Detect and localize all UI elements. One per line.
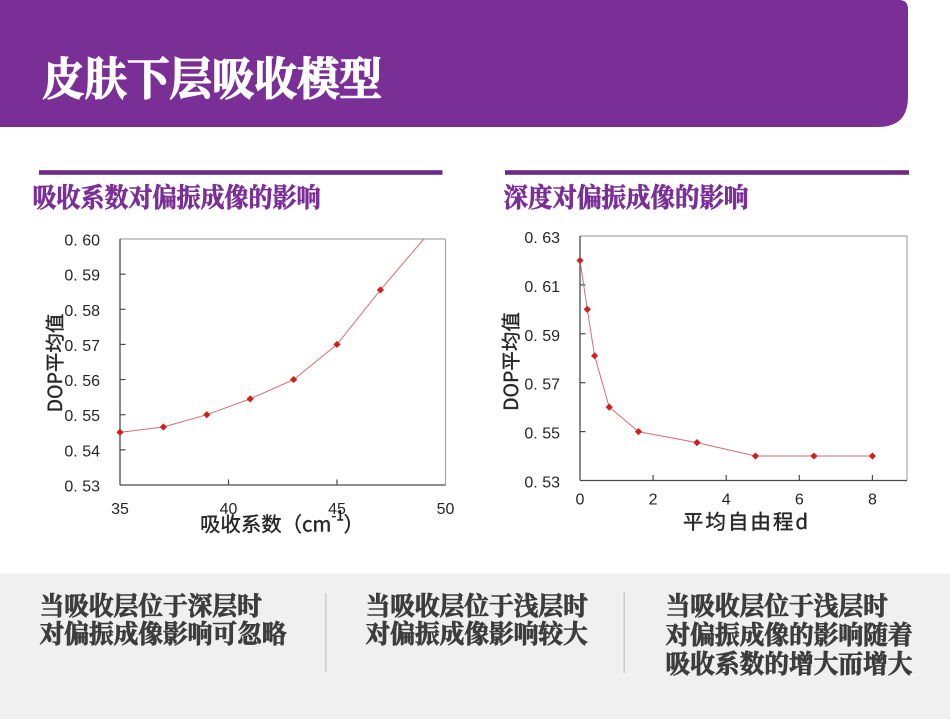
svg-text:0. 53: 0. 53: [524, 475, 560, 492]
svg-text:0. 57: 0. 57: [64, 338, 100, 355]
svg-text:35: 35: [111, 501, 129, 518]
svg-text:40: 40: [220, 501, 238, 518]
svg-text:50: 50: [437, 501, 455, 518]
svg-text:0. 59: 0. 59: [64, 268, 100, 285]
svg-text:4: 4: [722, 492, 731, 509]
svg-text:0: 0: [576, 492, 585, 509]
svg-text:45: 45: [328, 501, 346, 518]
svg-text:6: 6: [795, 492, 804, 509]
svg-text:0. 59: 0. 59: [524, 328, 560, 345]
svg-text:0. 63: 0. 63: [524, 230, 560, 247]
svg-text:8: 8: [868, 492, 877, 509]
svg-text:0. 56: 0. 56: [64, 373, 100, 390]
svg-text:0. 54: 0. 54: [64, 443, 100, 460]
svg-text:0. 53: 0. 53: [64, 479, 100, 496]
svg-text:2: 2: [649, 492, 658, 509]
svg-text:0. 60: 0. 60: [64, 233, 100, 250]
svg-text:0. 55: 0. 55: [64, 408, 100, 425]
svg-text:0. 57: 0. 57: [524, 377, 560, 394]
svg-text:0. 58: 0. 58: [64, 303, 100, 320]
svg-text:0. 55: 0. 55: [524, 426, 560, 443]
svg-text:0. 61: 0. 61: [524, 279, 560, 296]
